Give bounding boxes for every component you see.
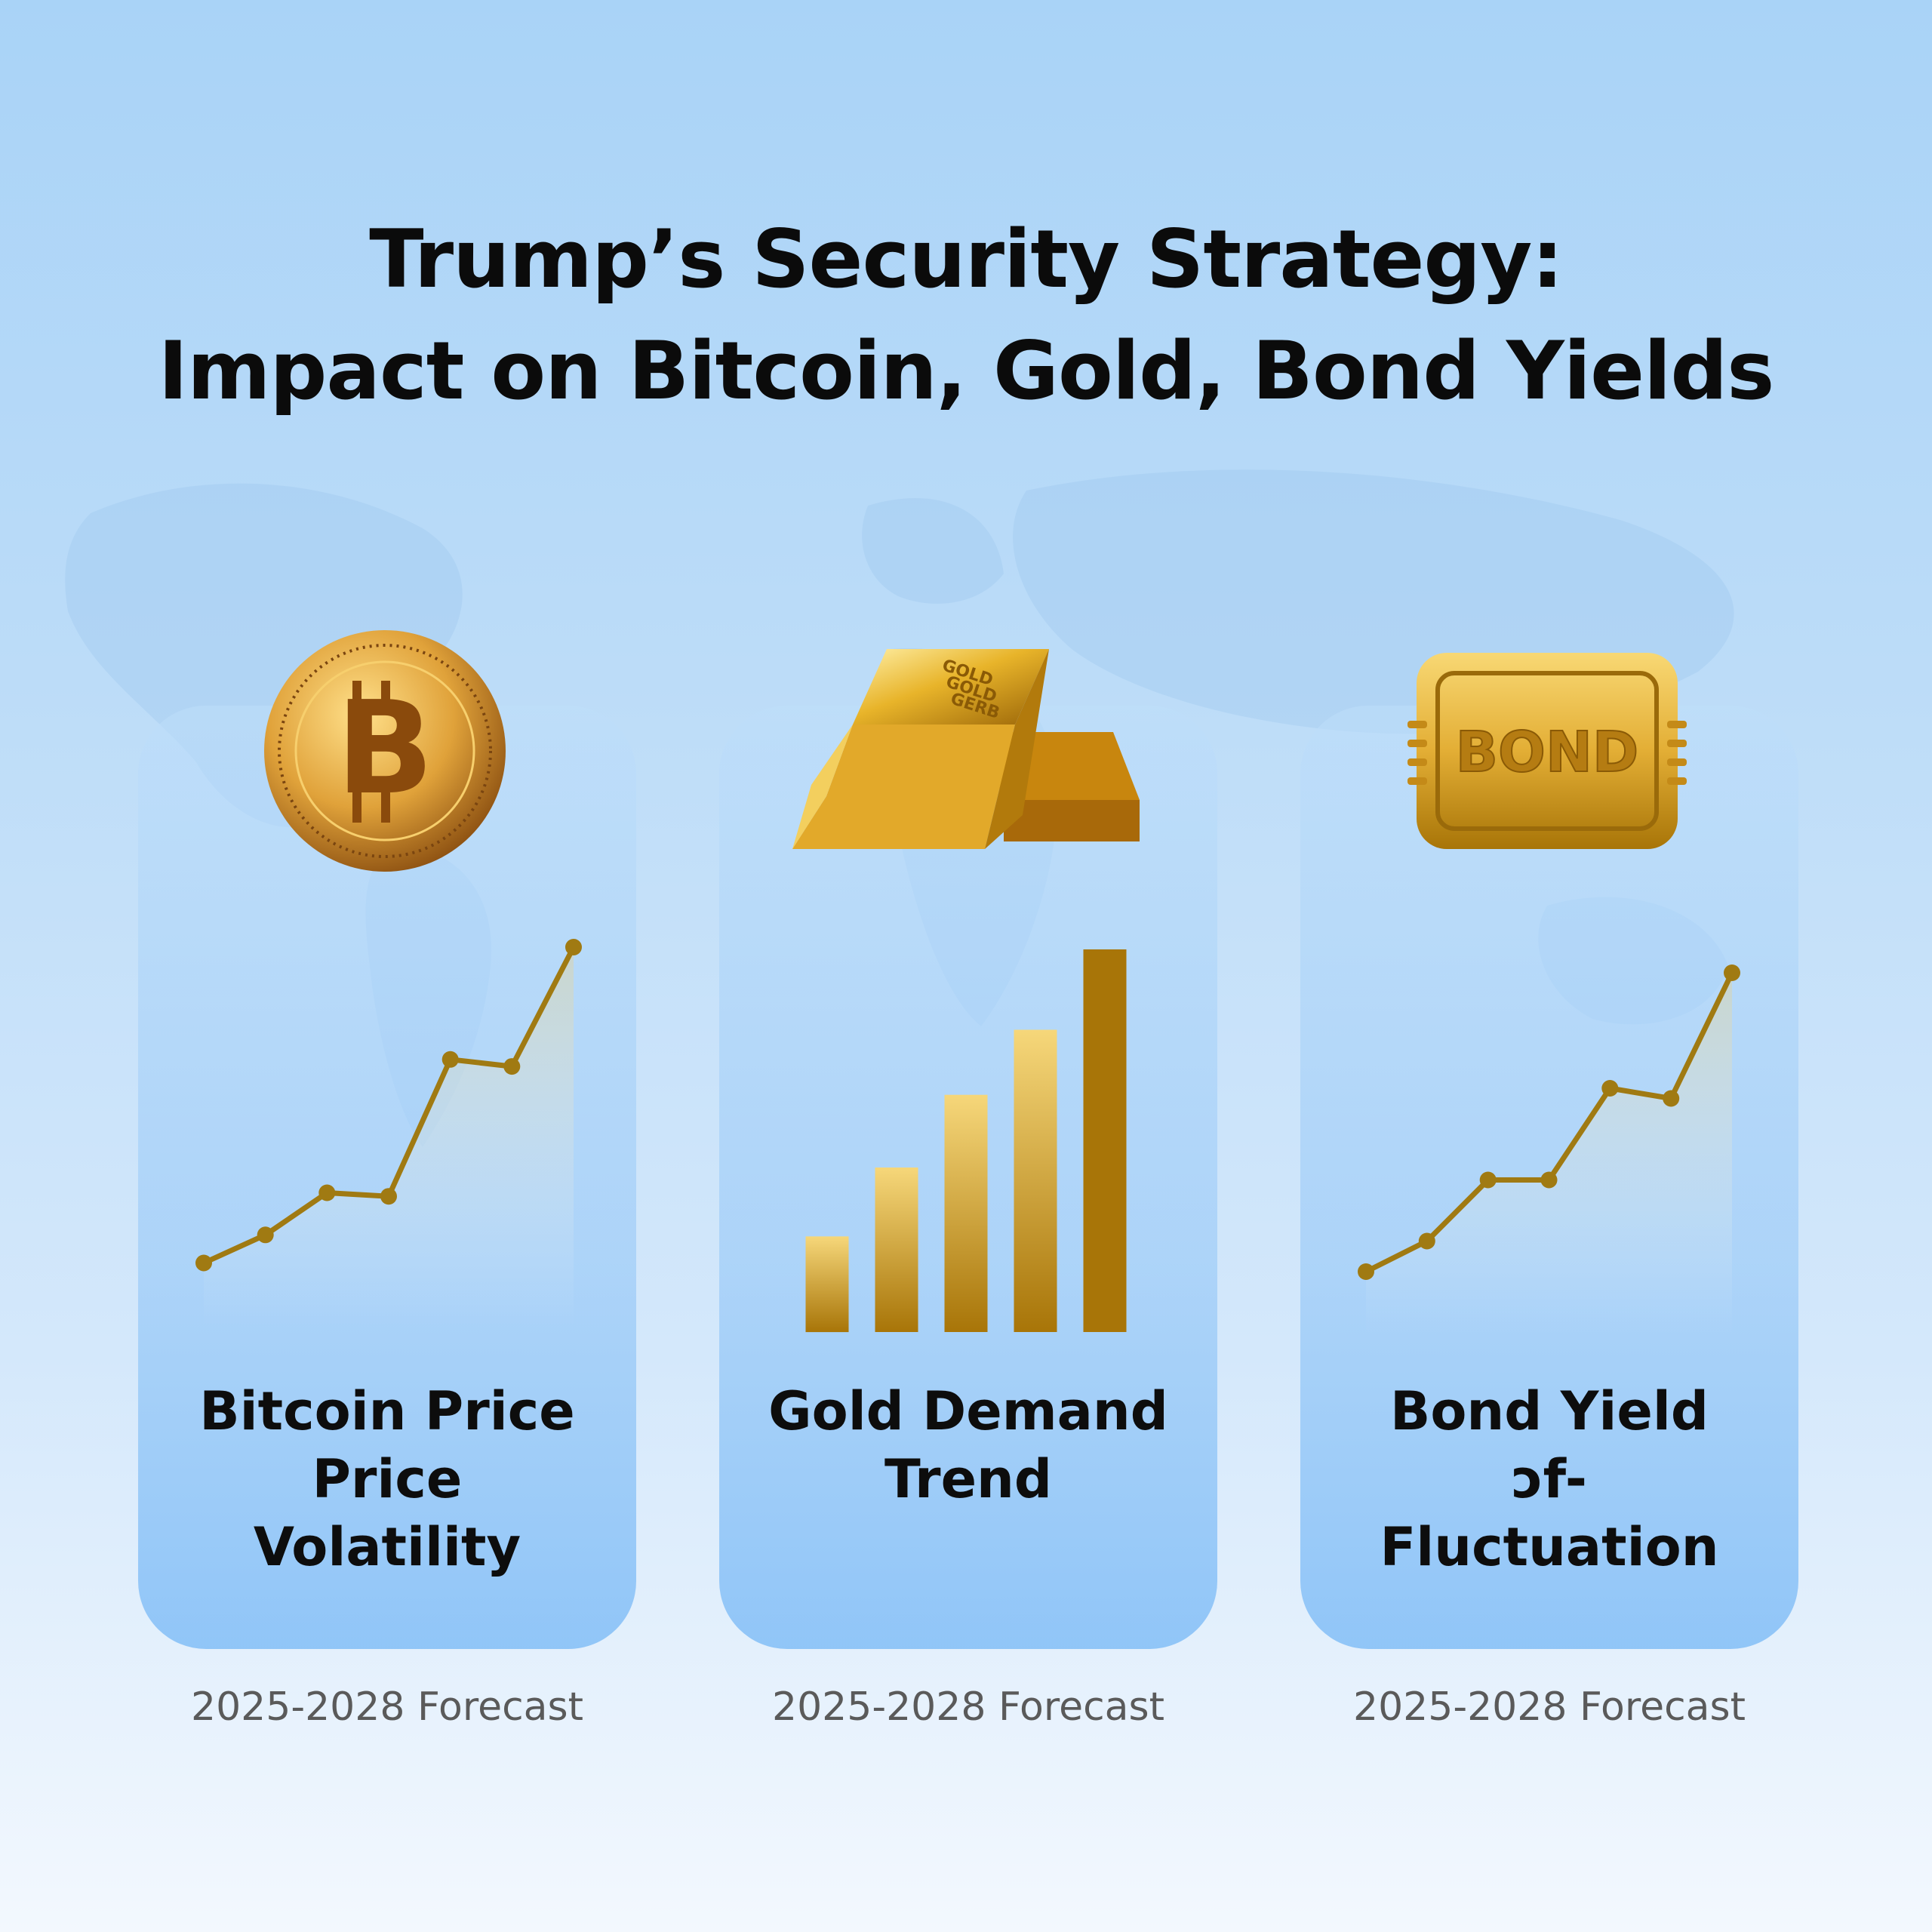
bond-forecast-caption: 2025-2028 Forecast <box>1353 1684 1746 1730</box>
chart-3-point-6 <box>1663 1090 1680 1107</box>
bond-card-label: Bond Yield ɔf- Fluctuation <box>1300 1377 1798 1581</box>
page-title: Trump’s Security Strategy: Impact on Bit… <box>0 204 1932 427</box>
gold-forecast-caption: 2025-2028 Forecast <box>772 1684 1164 1730</box>
bitcoin-label-line-3: Volatility <box>253 1516 521 1578</box>
chart-2-bar-3 <box>944 1094 988 1332</box>
bitcoin-card-label: Bitcoin Price Price Volatility <box>138 1377 636 1581</box>
title-line-1: Trump’s Security Strategy: <box>369 213 1564 306</box>
chart-1-point-5 <box>441 1051 459 1068</box>
chart-3-area <box>1366 973 1732 1336</box>
bitcoin-forecast-caption: 2025-2028 Forecast <box>191 1684 583 1730</box>
chart-2-bar-4 <box>1014 1029 1057 1332</box>
bond-label-line-2: ɔf- <box>1512 1448 1587 1510</box>
chart-1-point-2 <box>257 1226 274 1244</box>
bitcoin-label-line-2: Price <box>312 1448 463 1510</box>
chart-1-point-6 <box>503 1058 521 1075</box>
chart-1-area <box>204 947 574 1328</box>
chart-3-point-7 <box>1724 964 1740 981</box>
chart-3-point-3 <box>1479 1171 1497 1189</box>
chart-3-point-5 <box>1601 1080 1619 1097</box>
gold-label-line-1: Gold Demand <box>768 1380 1168 1442</box>
gold-card-label: Gold Demand Trend <box>719 1377 1217 1513</box>
bond-label-line-1: Bond Yield <box>1389 1380 1709 1442</box>
title-line-2: Impact on Bitcoin, Gold, Bond Yields <box>158 325 1775 417</box>
chart-3-point-1 <box>1358 1263 1374 1280</box>
chart-3-point-2 <box>1418 1232 1435 1250</box>
chart-1-point-7 <box>565 939 582 955</box>
chart-2-bar-1 <box>805 1236 849 1333</box>
gold-bars-icon: GOLD GOLD GERB <box>792 649 1140 849</box>
bitcoin-coin-icon: B <box>264 630 506 872</box>
chart-2-bar-5 <box>1083 949 1127 1332</box>
chart-2-bar-2 <box>875 1168 918 1332</box>
bond-icon-text: BOND <box>1456 720 1639 785</box>
bond-label-line-3: Fluctuation <box>1380 1516 1719 1578</box>
gold-label-line-2: Trend <box>884 1448 1052 1510</box>
bond-plate-icon: BOND <box>1407 653 1687 849</box>
chart-3-point-4 <box>1540 1171 1558 1189</box>
bitcoin-label-line-1: Bitcoin Price <box>199 1380 575 1442</box>
chart-1-point-1 <box>195 1254 212 1272</box>
chart-1-point-4 <box>380 1188 397 1205</box>
chart-1-point-3 <box>318 1184 336 1201</box>
